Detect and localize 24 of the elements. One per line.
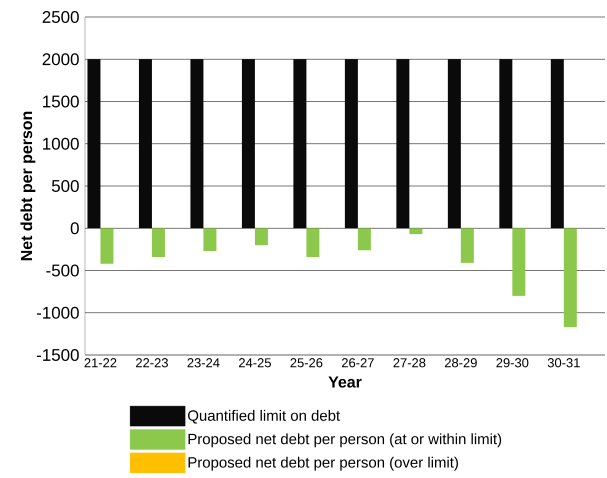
x-tick-label: 21-22 [84,358,116,368]
y-axis-title: Net debt per person [20,112,36,260]
legend-label: Proposed net debt per person (over limit) [188,456,458,471]
x-tick-label: 27-28 [393,358,426,368]
y-tick-label: 2000 [42,53,79,66]
y-tick-label: 2500 [42,10,79,23]
y-tick-label: 0 [70,222,79,234]
x-tick-label: 23-24 [188,358,220,368]
x-tick-label: 30-31 [548,358,580,368]
legend-label: Proposed net debt per person (at or within limit) [188,433,502,448]
y-tick-label: -1000 [36,306,79,319]
x-axis-title: Year [328,376,362,388]
y-tick-label: -1500 [36,348,79,361]
legend-label: Quantified limit on debt [188,410,340,424]
x-tick-label: 28-29 [444,358,477,368]
y-tick-label: 1000 [43,138,79,150]
x-tick-label: 24-25 [239,358,271,368]
y-tick-label: 1500 [43,95,79,108]
x-tick-label: 25-26 [290,358,322,368]
x-tick-label: 26-27 [342,358,374,368]
x-tick-label: 29-30 [496,358,528,368]
y-tick-label: 500 [52,180,79,192]
y-tick-label: -500 [46,264,79,276]
x-tick-label: 22-23 [136,358,168,368]
